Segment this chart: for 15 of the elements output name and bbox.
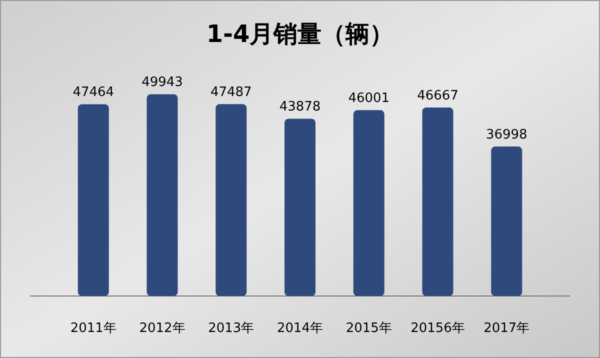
data-label: 49943 (142, 75, 183, 90)
data-label: 46001 (348, 91, 390, 106)
data-label: 47487 (210, 85, 252, 100)
x-tick-label: 20156年 (410, 321, 465, 336)
x-tick-label: 2011年 (70, 321, 116, 336)
data-label: 36998 (486, 128, 528, 143)
x-tick-label: 2017年 (484, 321, 530, 336)
x-tick-label: 2013年 (208, 321, 254, 336)
chart-title: 1-4月销量（辆） (206, 20, 394, 48)
data-label: 43878 (279, 100, 321, 115)
x-tick-label: 2015年 (346, 321, 392, 336)
data-label: 46667 (417, 88, 458, 104)
x-tick-label: 2012年 (139, 321, 186, 336)
data-label: 47464 (72, 85, 114, 100)
x-tick-label: 2014年 (276, 321, 324, 336)
